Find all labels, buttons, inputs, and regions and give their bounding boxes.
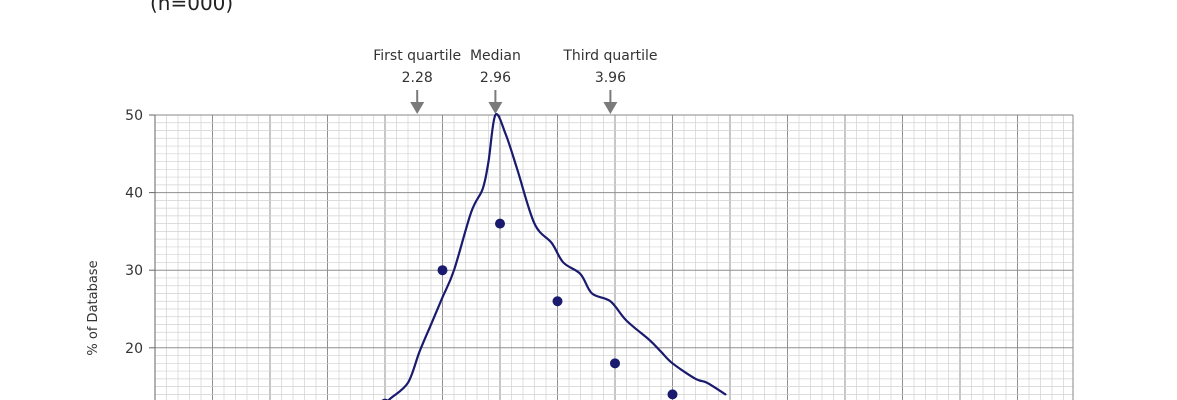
median-arrow-head xyxy=(488,102,503,114)
q1-label: First quartile xyxy=(373,48,461,64)
y-tick-label: 50 xyxy=(125,108,143,124)
y-tick-label: 20 xyxy=(125,341,143,357)
series-line xyxy=(387,113,727,400)
data-point xyxy=(667,389,678,400)
data-markers xyxy=(381,218,678,400)
q3-value-label: 3.96 xyxy=(595,70,626,86)
median-value-label: 2.96 xyxy=(480,70,511,86)
q3-label: Third quartile xyxy=(562,48,657,64)
y-axis-label: % of Database xyxy=(86,260,101,355)
y-ticks: 20 30 40 50 xyxy=(125,108,155,357)
grid xyxy=(154,114,1073,400)
q3-arrow-head xyxy=(603,102,618,114)
median-label: Median xyxy=(470,48,521,64)
chart-title-partial: (n=000) xyxy=(150,0,233,15)
quartile-annotations: First quartile 2.28 Median 2.96 Third quarti… xyxy=(373,48,657,114)
data-point xyxy=(495,218,505,229)
q1-value-label: 2.28 xyxy=(402,70,433,86)
q1-arrow-head xyxy=(410,102,425,114)
data-point xyxy=(437,265,448,276)
y-tick-label: 30 xyxy=(125,263,143,279)
data-point xyxy=(610,358,620,369)
data-point xyxy=(552,296,563,307)
y-tick-label: 40 xyxy=(125,186,143,202)
